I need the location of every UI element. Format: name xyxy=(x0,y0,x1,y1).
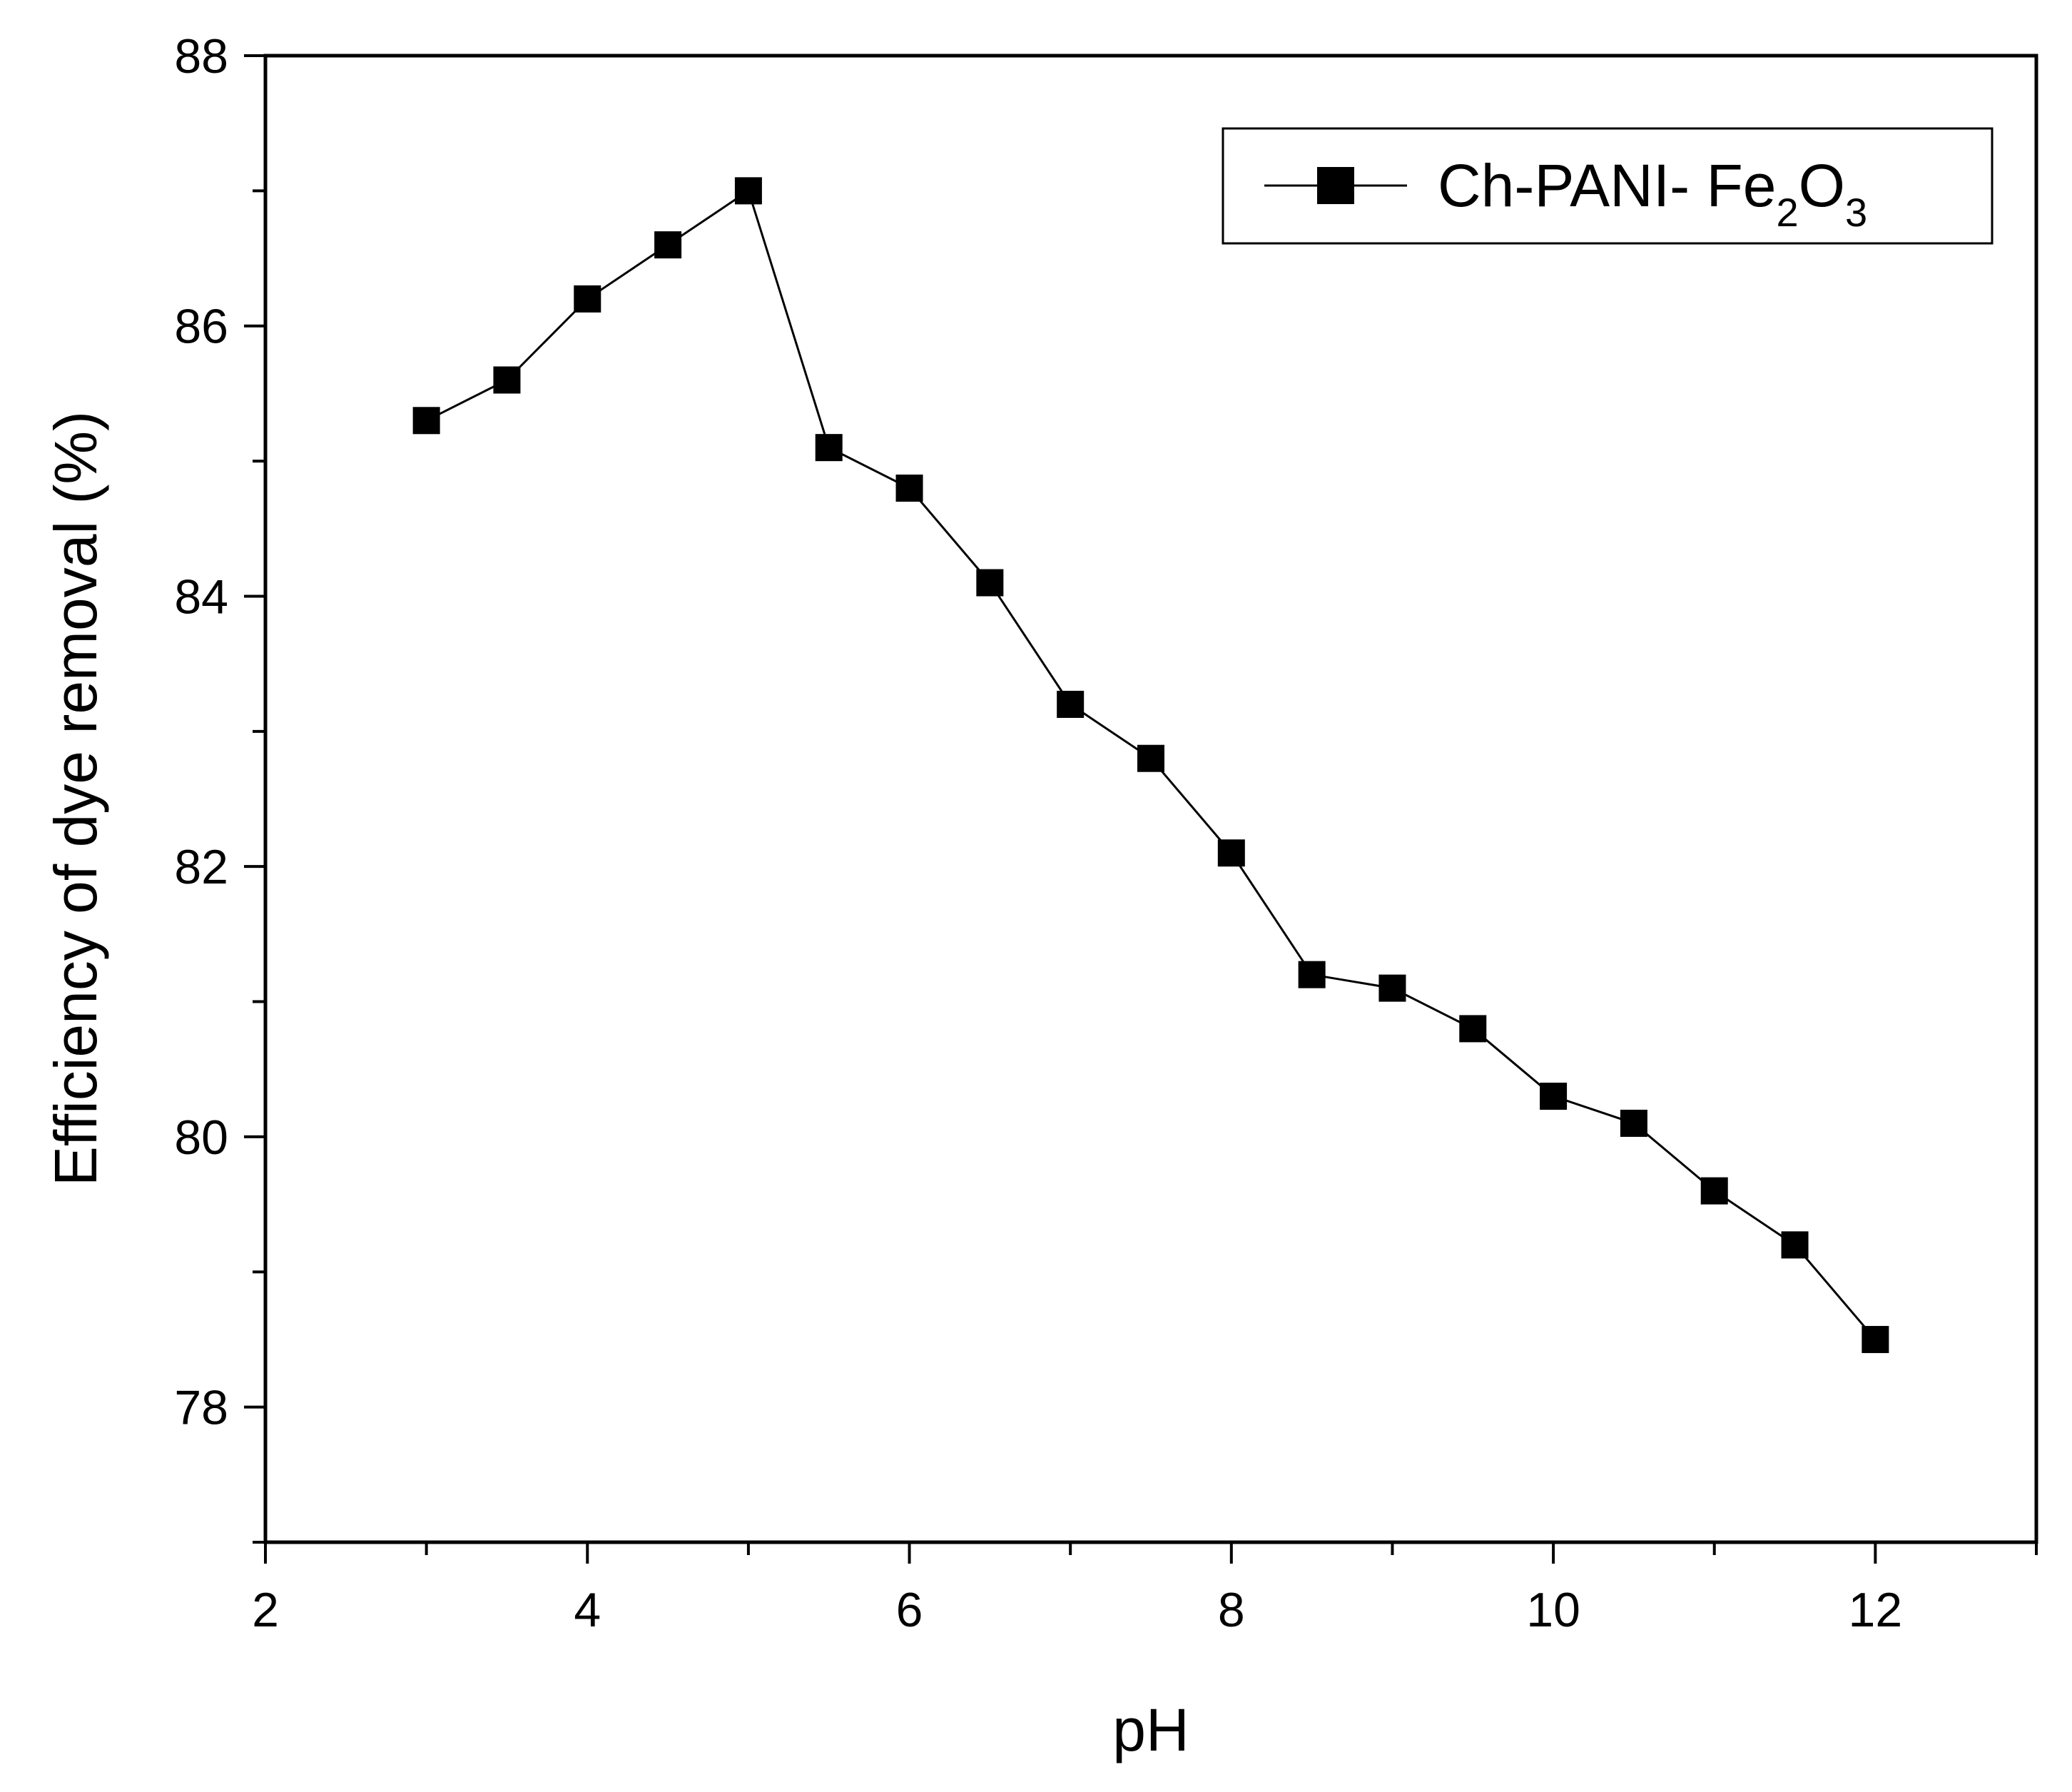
x-tick-label: 10 xyxy=(1526,1583,1580,1637)
data-point xyxy=(815,434,843,462)
data-point xyxy=(734,177,762,205)
data-point xyxy=(1781,1231,1809,1259)
data-point xyxy=(1217,839,1245,867)
data-point xyxy=(654,231,682,259)
data-point xyxy=(1459,1015,1487,1043)
legend-label-sub2: 3 xyxy=(1845,190,1867,235)
x-tick-label: 6 xyxy=(896,1583,923,1637)
data-point xyxy=(1137,744,1164,772)
data-point xyxy=(1862,1325,1889,1353)
y-tick-label: 86 xyxy=(174,300,228,354)
data-point xyxy=(976,569,1004,597)
data-point xyxy=(1057,690,1085,718)
y-axis-title: Efficiency of dye removal (%) xyxy=(42,411,109,1186)
x-tick-label: 4 xyxy=(574,1583,601,1637)
y-tick-label: 88 xyxy=(174,29,228,83)
series-layer xyxy=(412,177,1889,1353)
data-point xyxy=(412,407,440,435)
legend: Ch-PANI- Fe2O3 xyxy=(1222,127,1994,245)
legend-marker-square xyxy=(1317,167,1354,204)
x-tick-label: 12 xyxy=(1849,1583,1903,1637)
x-tick-label: 2 xyxy=(252,1583,279,1637)
legend-label-sub1: 2 xyxy=(1777,190,1799,235)
y-tick-label: 78 xyxy=(174,1381,228,1435)
data-point xyxy=(574,285,601,313)
data-point xyxy=(1700,1177,1728,1205)
x-axis-title: pH xyxy=(1112,1696,1189,1763)
data-point xyxy=(1298,961,1326,988)
data-point xyxy=(1540,1083,1568,1110)
x-tick-label: 8 xyxy=(1218,1583,1245,1637)
y-axis: 78 80 82 84 86 88 xyxy=(174,29,265,1544)
legend-label: Ch-PANI- Fe2O3 xyxy=(1438,152,1867,235)
data-point xyxy=(493,366,521,394)
y-tick-label: 82 xyxy=(174,840,228,894)
legend-label-mid: O xyxy=(1799,152,1845,219)
data-point xyxy=(895,474,923,502)
x-axis: 2 4 6 8 10 12 xyxy=(252,1542,2038,1637)
plot-frame xyxy=(263,54,2038,1544)
y-tick-label: 80 xyxy=(174,1110,228,1165)
legend-label-main: Ch-PANI- Fe xyxy=(1438,152,1777,219)
data-point xyxy=(1378,974,1406,1002)
data-point xyxy=(1620,1109,1647,1137)
y-tick-label: 84 xyxy=(174,570,228,624)
